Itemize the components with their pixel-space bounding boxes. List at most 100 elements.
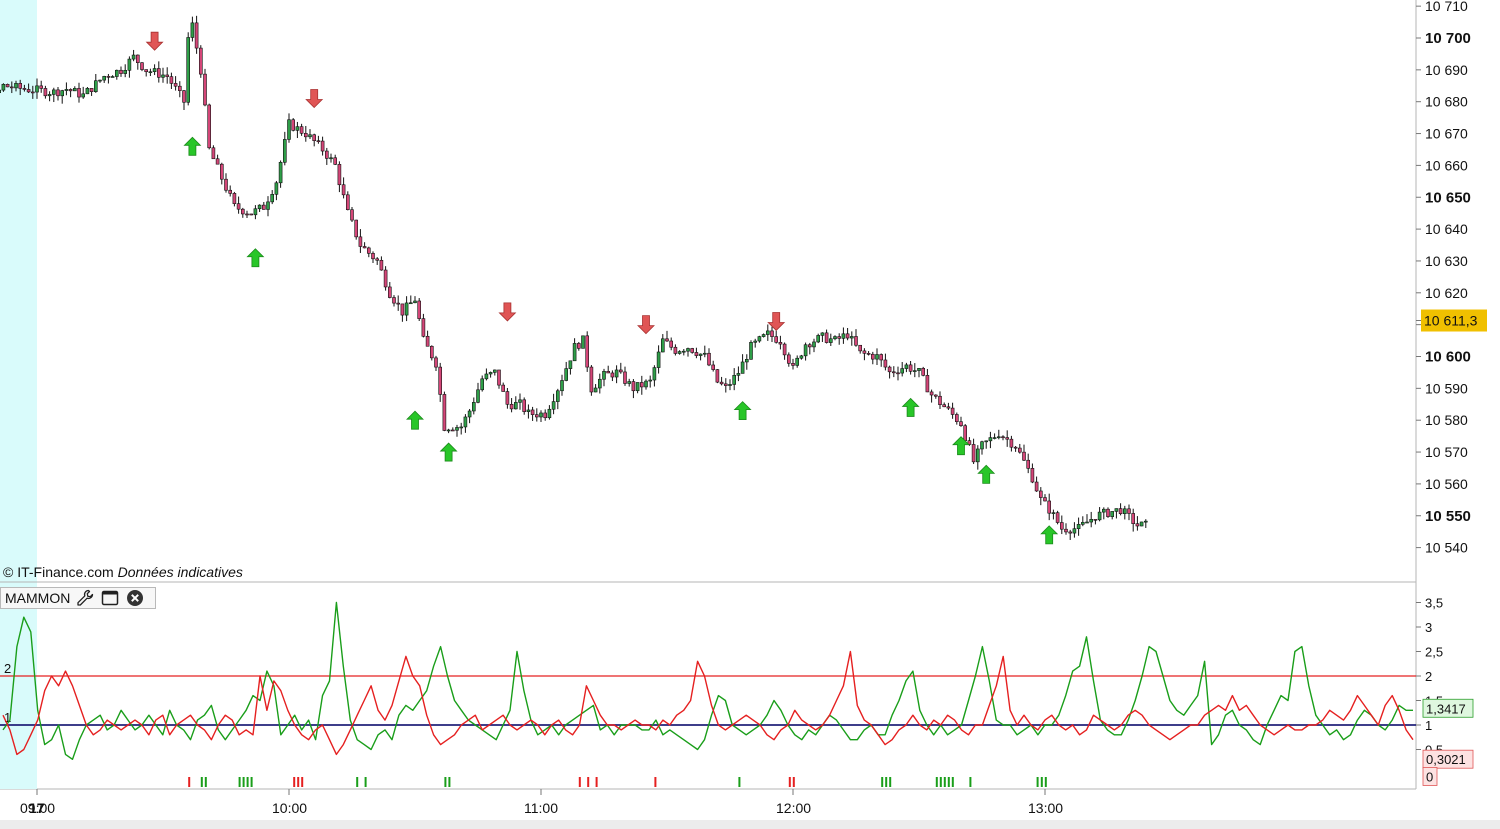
close-icon[interactable]: [125, 588, 145, 608]
signal-bar-red: [188, 777, 191, 787]
candle-body: [10, 86, 14, 89]
time-tick-label: 17: [29, 800, 45, 816]
candle-body: [635, 382, 640, 392]
candle-body: [560, 380, 564, 392]
candle-body: [148, 71, 153, 74]
signal-bar-green: [969, 777, 972, 787]
candle-body: [94, 80, 98, 92]
candle-body: [522, 399, 527, 412]
candle-body: [845, 333, 850, 339]
candle-body: [791, 363, 795, 366]
buy-arrow: [246, 248, 265, 268]
candle-body: [102, 76, 106, 81]
candle-body: [434, 357, 438, 368]
level-2-label: 2: [4, 661, 11, 676]
candle-body: [316, 140, 321, 142]
signal-bar-green: [939, 777, 942, 787]
candle-body: [35, 85, 39, 93]
indicator-tick-label: 2,5: [1425, 645, 1443, 660]
candle-body: [425, 335, 430, 347]
candle-body: [555, 390, 560, 402]
time-tick-label: 09:00: [20, 800, 55, 816]
candle-body: [1093, 519, 1098, 521]
last-price-badge: [1421, 309, 1487, 332]
candle-body: [18, 83, 23, 89]
candle-body: [887, 366, 892, 373]
candle-body: [236, 203, 241, 210]
candle-body: [530, 409, 535, 415]
candle-body: [744, 359, 749, 363]
candle-body: [261, 204, 266, 210]
candle-body: [1127, 508, 1131, 514]
candle-body: [404, 302, 409, 316]
candle-body: [324, 150, 329, 159]
candle-body: [1039, 490, 1043, 498]
candle-body: [761, 334, 766, 337]
signal-bar-green: [738, 777, 741, 787]
signal-bar-red: [578, 777, 581, 787]
candle-body: [967, 440, 972, 445]
candle-body: [497, 369, 501, 386]
candle-body: [551, 401, 556, 410]
sell-arrow: [145, 31, 164, 51]
candle-body: [648, 379, 653, 382]
bottom-band: [0, 820, 1500, 829]
candle-body: [618, 369, 623, 373]
candle-body: [358, 236, 363, 247]
candle-body: [543, 412, 548, 419]
wrench-icon[interactable]: [75, 588, 95, 608]
candle-body: [526, 409, 531, 412]
green-line: [2, 601, 1413, 760]
signal-bar-green: [1040, 777, 1043, 787]
candle-body: [534, 414, 539, 418]
candle-body: [366, 247, 371, 254]
candle-body: [341, 184, 346, 196]
candle-body: [518, 399, 522, 403]
candle-body: [396, 302, 401, 305]
price-tick-label: 10 710: [1425, 0, 1468, 14]
candle-body: [770, 330, 774, 337]
signal-bar-green: [444, 777, 447, 787]
candle-body: [56, 89, 60, 97]
signal-bar-green: [951, 777, 954, 787]
price-tick-label: 10 580: [1425, 412, 1468, 428]
candle-body: [816, 335, 821, 343]
candle-body: [593, 387, 598, 393]
candle-body: [110, 76, 115, 78]
candle-body: [291, 119, 296, 131]
zero-badge: 0: [1426, 769, 1433, 784]
candle-body: [467, 410, 472, 418]
candle-body: [392, 297, 396, 304]
candle-body: [270, 194, 275, 203]
candles: [0, 15, 1148, 540]
candle-body: [1139, 521, 1144, 527]
candle-body: [5, 84, 10, 88]
buy-arrow: [977, 464, 996, 484]
candle-body: [1097, 511, 1102, 521]
candle-body: [241, 208, 245, 215]
candle-body: [220, 163, 224, 180]
signal-bar-red: [293, 777, 296, 787]
candle-body: [753, 340, 758, 343]
candle-body: [698, 353, 703, 356]
signal-bar-green: [242, 777, 245, 787]
candle-body: [1047, 500, 1051, 514]
candle-body: [1013, 446, 1018, 449]
candle-body: [421, 318, 426, 337]
candle-body: [1085, 521, 1089, 524]
candle-body: [165, 74, 169, 77]
window-icon[interactable]: [100, 588, 120, 608]
signal-bar-red: [587, 777, 590, 787]
candle-body: [203, 73, 207, 106]
candle-body: [1009, 438, 1014, 448]
candle-body: [883, 359, 888, 368]
signal-bar-green: [364, 777, 367, 787]
signal-bar-green: [246, 777, 249, 787]
candle-body: [123, 70, 127, 74]
candle-body: [140, 62, 144, 70]
candle-body: [299, 126, 304, 134]
candle-body: [1055, 512, 1060, 523]
candle-body: [429, 345, 434, 359]
candle-body: [178, 85, 182, 91]
candle-body: [623, 371, 627, 384]
